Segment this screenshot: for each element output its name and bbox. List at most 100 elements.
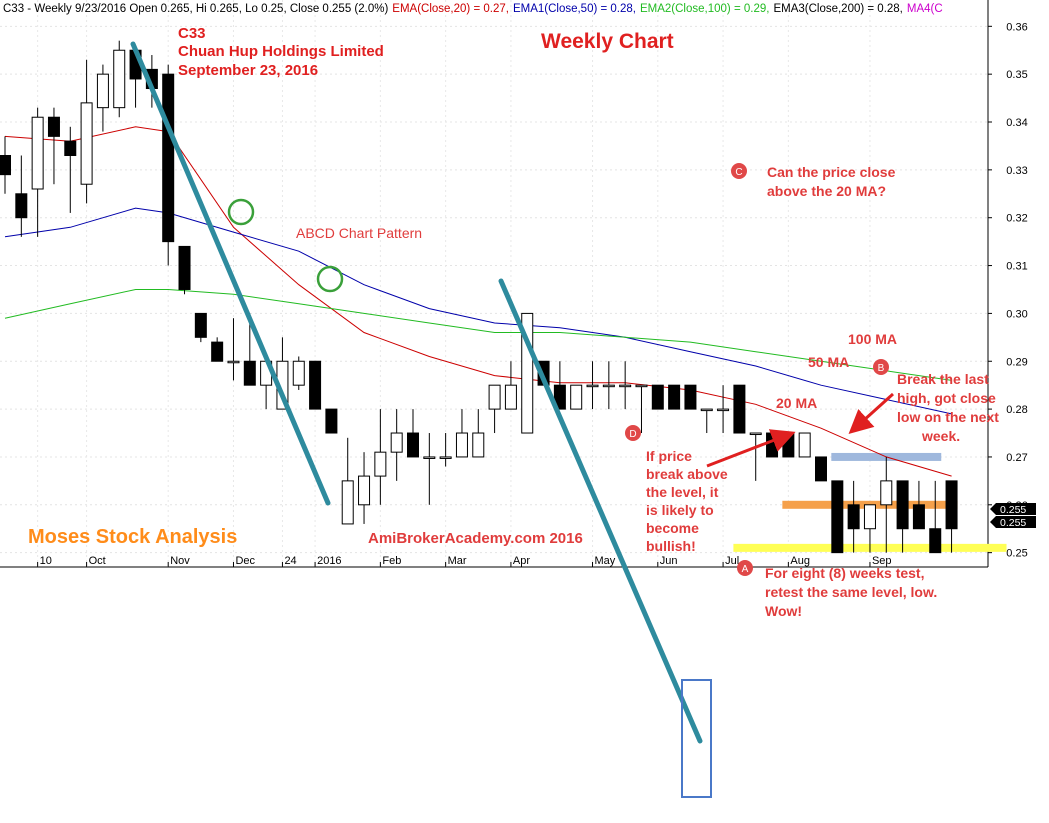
y-tick-label: 0.30	[1006, 308, 1027, 320]
candle	[325, 408, 338, 434]
arrow-to-level	[706, 429, 796, 468]
candle	[113, 40, 126, 118]
candle-body-down	[194, 312, 207, 338]
candle-body-up	[749, 432, 762, 436]
candle-body-up	[80, 102, 93, 185]
y-tick-label: 0.34	[1006, 117, 1027, 129]
candle-body-up	[358, 475, 371, 506]
x-tick-label: Nov	[170, 555, 190, 567]
candle-body-up	[798, 432, 811, 458]
candle	[684, 384, 697, 410]
candle	[896, 480, 909, 553]
candle-body-up	[635, 384, 648, 388]
candle	[227, 318, 240, 381]
candle	[651, 384, 664, 410]
y-tick-label: 0.29	[1006, 356, 1027, 368]
candle-body-down	[407, 432, 419, 458]
svg-text:C: C	[735, 167, 742, 178]
candle	[455, 409, 468, 458]
candle	[390, 409, 403, 481]
projection-box	[681, 679, 712, 798]
x-axis-ticks: 10 Oct Nov Dec 24 2016 Feb Mar Apr May Jun Jul Aug Se…	[37, 555, 892, 567]
candle-body-down	[831, 480, 844, 554]
brand-watermark: Moses Stock Analysis	[28, 526, 237, 548]
candle	[847, 480, 860, 553]
candle-body-down	[815, 456, 827, 482]
svg-text:D: D	[629, 429, 636, 440]
candle	[374, 409, 387, 505]
candle	[586, 361, 599, 410]
candle-body-up	[488, 384, 501, 410]
candle	[945, 480, 958, 553]
x-tick-label: 2016	[317, 555, 341, 567]
candle	[96, 64, 109, 132]
candle	[243, 313, 256, 386]
candle-body-up	[570, 384, 583, 410]
crossover-circle-1	[227, 198, 255, 226]
candle	[358, 452, 371, 524]
x-tick-label: Oct	[89, 555, 106, 567]
candle	[668, 384, 681, 410]
note-b: Break the last high, got close low on th…	[897, 371, 1003, 444]
candle	[912, 480, 925, 530]
candle-body-down	[668, 384, 681, 410]
arrow-to-breakout	[848, 392, 895, 435]
y-tick-label: 0.25	[1006, 548, 1027, 560]
candle	[178, 245, 191, 295]
candle-body-down	[211, 341, 224, 362]
candle	[47, 107, 60, 185]
candle	[733, 384, 746, 434]
downtrend-line-1	[130, 41, 331, 506]
candle-body-up	[292, 360, 305, 386]
candle	[766, 432, 779, 458]
point-b-marker: B	[873, 359, 889, 375]
candle-body-down	[553, 384, 566, 410]
candle-body-up	[717, 408, 730, 412]
candle-body-up	[96, 73, 109, 109]
x-tick-label: 24	[284, 555, 296, 567]
chart-type-title: Weekly Chart	[541, 30, 674, 53]
y-tick-label: 0.27	[1006, 452, 1027, 464]
candle	[439, 433, 452, 467]
candle-body-up	[423, 456, 436, 459]
ema20-line	[4, 126, 952, 477]
candle	[31, 107, 44, 237]
candle-body-up	[374, 451, 387, 477]
candle-body-down	[733, 384, 746, 434]
candle	[635, 384, 648, 434]
candle	[488, 384, 501, 434]
candle-body-down	[178, 245, 191, 290]
candle-body-down	[47, 116, 60, 137]
candle-body-up	[439, 456, 452, 459]
point-c-marker: C	[731, 163, 747, 179]
candle	[80, 59, 93, 204]
candle-body-up	[31, 116, 44, 190]
candle	[700, 408, 713, 434]
candle-body-up	[227, 360, 240, 364]
candle	[472, 409, 485, 458]
x-tick-label: Apr	[513, 555, 530, 567]
candle-body-down	[309, 360, 322, 410]
point-a-marker: A	[737, 560, 753, 576]
candle	[407, 409, 419, 458]
x-tick-label: Mar	[448, 555, 467, 567]
y-tick-label: 0.32	[1006, 213, 1027, 225]
candle-body-down	[847, 504, 860, 530]
candle-body-up	[700, 408, 713, 412]
candle	[749, 432, 762, 481]
candle-body-down	[651, 384, 664, 410]
candle-body-down	[684, 384, 697, 410]
candle	[619, 361, 632, 410]
ma20-label: 20 MA	[776, 395, 817, 411]
candle-body-up	[455, 432, 468, 458]
ma100-label: 100 MA	[848, 331, 897, 347]
note-c: Can the price close above the 20 MA?	[767, 164, 899, 199]
candle	[929, 480, 942, 554]
candle-body-up	[341, 480, 354, 525]
candle-body-down	[929, 528, 942, 554]
candle	[64, 126, 77, 213]
crossover-circle-2	[316, 265, 344, 293]
x-tick-label: 10	[40, 555, 52, 567]
candle	[194, 312, 207, 343]
downtrend-line-2	[498, 278, 703, 744]
